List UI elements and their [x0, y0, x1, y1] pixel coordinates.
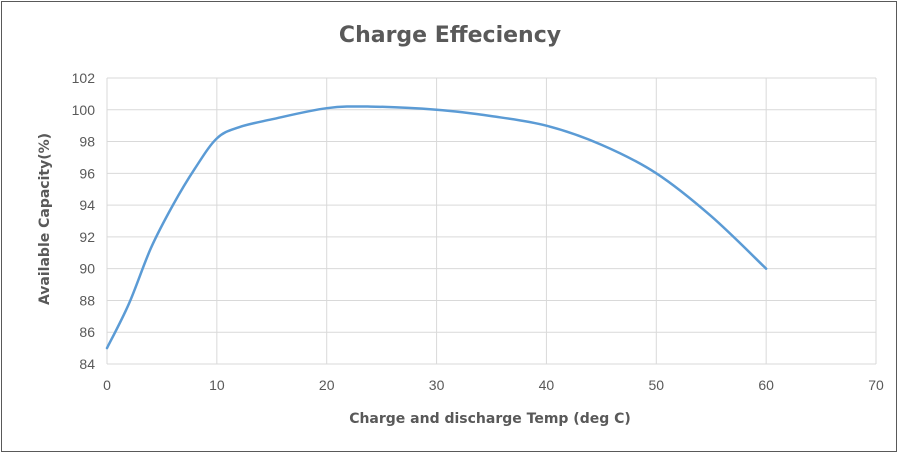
x-tick-label: 40: [539, 377, 555, 393]
y-tick-label: 96: [79, 165, 95, 181]
x-axis-ticks: 0 10 20 30 40 50 60 70: [103, 377, 884, 393]
y-tick-label: 92: [79, 229, 95, 245]
y-tick-label: 100: [72, 102, 96, 118]
y-tick-label: 98: [79, 134, 95, 150]
y-tick-label: 88: [79, 292, 95, 308]
y-tick-label: 86: [79, 324, 95, 340]
series-line: [105, 105, 768, 350]
y-tick-label: 94: [79, 197, 95, 213]
x-tick-label: 50: [648, 377, 664, 393]
x-axis-label: Charge and discharge Temp (deg C): [349, 411, 631, 427]
x-tick-label: 30: [429, 377, 445, 393]
series-layer: [105, 105, 768, 350]
x-tick-label: 0: [103, 377, 111, 393]
x-tick-label: 20: [319, 377, 335, 393]
x-tick-label: 70: [868, 377, 884, 393]
y-tick-label: 102: [72, 70, 96, 86]
x-tick-label: 60: [758, 377, 774, 393]
chart-title: Charge Effeciency: [339, 23, 561, 48]
x-tick-label: 10: [209, 377, 225, 393]
y-tick-label: 84: [79, 356, 95, 372]
y-axis-label: Available Capacity(%): [37, 133, 53, 305]
gridlines: [106, 77, 877, 365]
y-axis-ticks: 84 86 88 90 92 94 96 98 100 102: [72, 70, 96, 372]
y-tick-label: 90: [79, 261, 95, 277]
